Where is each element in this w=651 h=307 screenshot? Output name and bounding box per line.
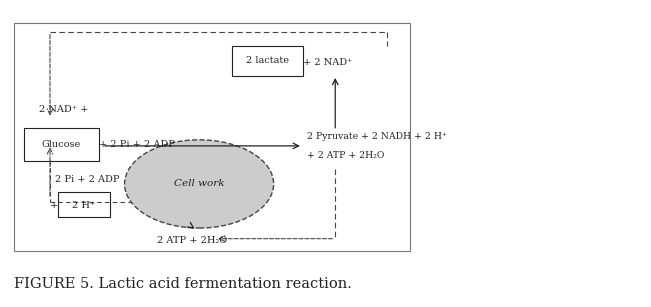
Text: + 2 Pi + 2 ADP: + 2 Pi + 2 ADP [98, 140, 174, 149]
Text: FIGURE 5. Lactic acid fermentation reaction.: FIGURE 5. Lactic acid fermentation react… [14, 277, 352, 291]
FancyBboxPatch shape [58, 192, 109, 217]
Text: 2 Pyruvate + 2 NADH + 2 H⁺: 2 Pyruvate + 2 NADH + 2 H⁺ [307, 132, 447, 141]
Bar [14, 23, 409, 251]
Text: 2 lactate: 2 lactate [245, 56, 288, 65]
Text: 2 H⁺: 2 H⁺ [72, 201, 95, 210]
FancyBboxPatch shape [232, 45, 303, 76]
FancyBboxPatch shape [24, 128, 98, 161]
Text: +: + [50, 201, 59, 210]
Ellipse shape [124, 140, 273, 228]
Text: 2 Pi + 2 ADP: 2 Pi + 2 ADP [55, 175, 119, 184]
Text: + 2 ATP + 2H₂O: + 2 ATP + 2H₂O [307, 150, 385, 160]
Text: Cell work: Cell work [174, 179, 225, 188]
Text: Glucose: Glucose [42, 140, 81, 149]
Text: 2 NAD⁺ +: 2 NAD⁺ + [39, 105, 89, 114]
Text: 2 ATP + 2H₂O: 2 ATP + 2H₂O [157, 236, 227, 245]
Text: + 2 NAD⁺: + 2 NAD⁺ [303, 58, 352, 67]
